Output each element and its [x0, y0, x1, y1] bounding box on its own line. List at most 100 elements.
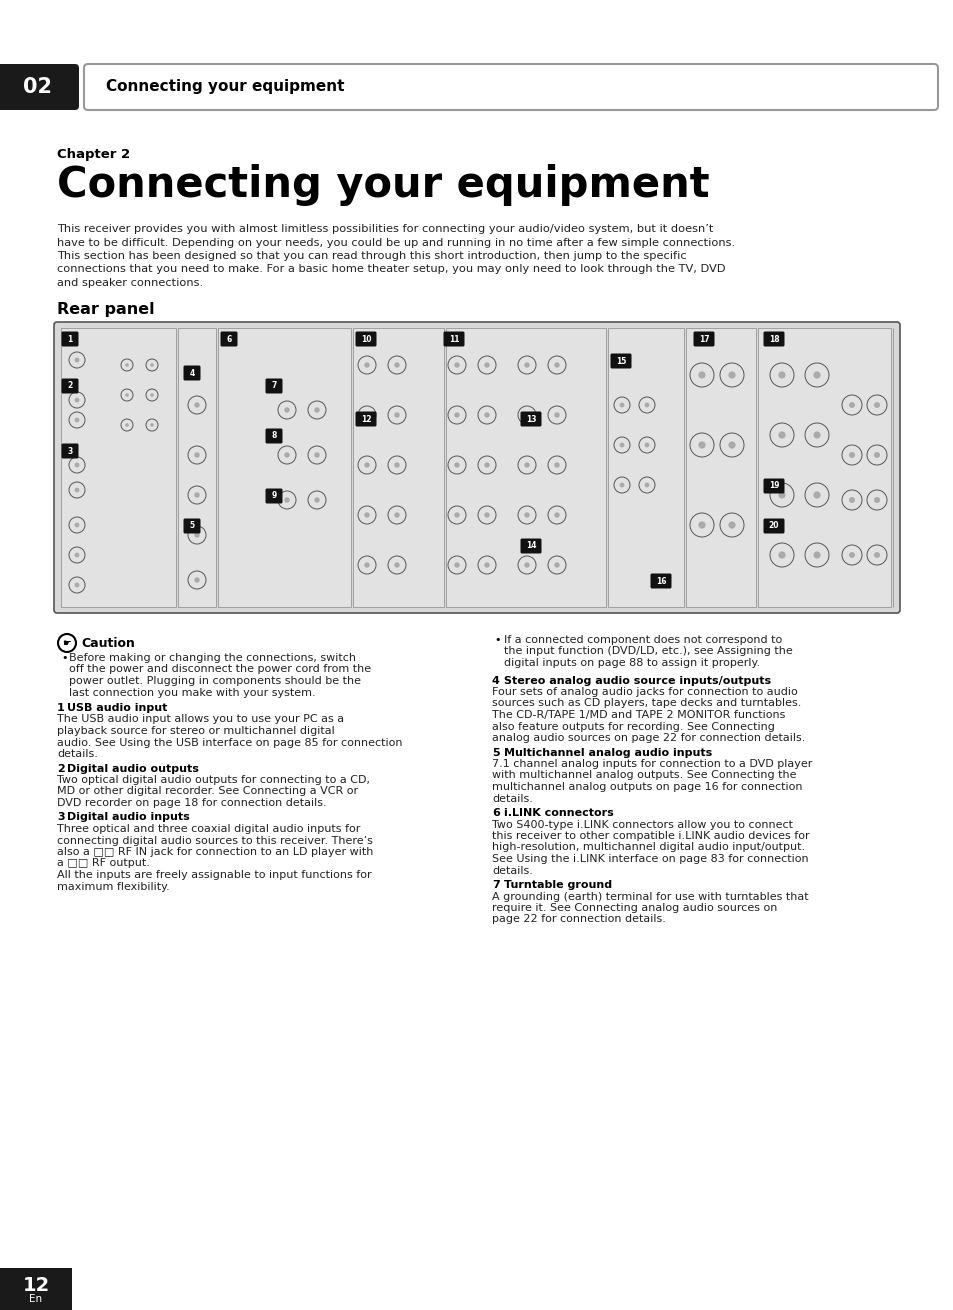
Circle shape: [618, 402, 624, 407]
FancyBboxPatch shape: [693, 331, 714, 347]
Text: i.LINK connectors: i.LINK connectors: [503, 808, 613, 817]
Circle shape: [778, 552, 784, 558]
FancyBboxPatch shape: [353, 328, 443, 607]
Circle shape: [314, 407, 319, 413]
Bar: [0, 1268, 71, 1310]
Circle shape: [778, 372, 784, 379]
Text: this receiver to other compatible i.LINK audio devices for: this receiver to other compatible i.LINK…: [492, 831, 809, 841]
Text: En: En: [30, 1294, 43, 1305]
Circle shape: [554, 363, 559, 368]
Circle shape: [74, 398, 79, 402]
Circle shape: [284, 407, 290, 413]
Circle shape: [194, 532, 199, 537]
Circle shape: [454, 413, 459, 418]
Text: Multichannel analog audio inputs: Multichannel analog audio inputs: [503, 748, 712, 757]
FancyBboxPatch shape: [84, 64, 937, 110]
Text: Two optical digital audio outputs for connecting to a CD,: Two optical digital audio outputs for co…: [57, 776, 370, 785]
Text: page 22 for connection details.: page 22 for connection details.: [492, 914, 665, 925]
Text: All the inputs are freely assignable to input functions for: All the inputs are freely assignable to …: [57, 870, 372, 880]
Text: audio. See Using the USB interface on page 85 for connection: audio. See Using the USB interface on pa…: [57, 738, 402, 748]
FancyBboxPatch shape: [265, 428, 282, 444]
Circle shape: [394, 512, 399, 517]
FancyBboxPatch shape: [520, 411, 541, 427]
Circle shape: [394, 562, 399, 567]
Circle shape: [728, 441, 735, 448]
Text: Stereo analog audio source inputs/outputs: Stereo analog audio source inputs/output…: [503, 676, 770, 685]
FancyBboxPatch shape: [178, 328, 215, 607]
FancyBboxPatch shape: [443, 331, 464, 347]
Text: 17: 17: [698, 334, 709, 343]
Circle shape: [813, 491, 820, 499]
Circle shape: [698, 521, 705, 529]
Circle shape: [644, 402, 649, 407]
Text: Rear panel: Rear panel: [57, 303, 154, 317]
Text: 18: 18: [768, 334, 779, 343]
Circle shape: [454, 462, 459, 468]
Text: See Using the i.LINK interface on page 83 for connection: See Using the i.LINK interface on page 8…: [492, 854, 808, 865]
Text: maximum flexibility.: maximum flexibility.: [57, 882, 170, 892]
Text: last connection you make with your system.: last connection you make with your syste…: [69, 688, 315, 697]
Circle shape: [394, 462, 399, 468]
Circle shape: [778, 431, 784, 439]
Text: 6: 6: [492, 808, 499, 817]
FancyBboxPatch shape: [446, 328, 605, 607]
FancyBboxPatch shape: [54, 322, 899, 613]
Text: 13: 13: [525, 414, 536, 423]
Text: multichannel analog outputs on page 16 for connection: multichannel analog outputs on page 16 f…: [492, 782, 801, 793]
Circle shape: [454, 363, 459, 368]
Text: ☛: ☛: [63, 638, 71, 648]
Text: 8: 8: [271, 431, 276, 440]
FancyBboxPatch shape: [607, 328, 683, 607]
Text: Four sets of analog audio jacks for connection to audio: Four sets of analog audio jacks for conn…: [492, 686, 797, 697]
Circle shape: [364, 562, 370, 567]
Circle shape: [848, 496, 854, 503]
Circle shape: [484, 512, 489, 517]
Text: 5: 5: [190, 521, 194, 531]
Circle shape: [873, 452, 879, 458]
Text: 15: 15: [616, 356, 625, 365]
FancyBboxPatch shape: [61, 331, 78, 347]
Circle shape: [74, 487, 79, 493]
Circle shape: [74, 358, 79, 363]
Text: 12: 12: [360, 414, 371, 423]
FancyBboxPatch shape: [218, 328, 351, 607]
Circle shape: [74, 523, 79, 528]
Circle shape: [848, 552, 854, 558]
Circle shape: [484, 363, 489, 368]
Text: This receiver provides you with almost limitless possibilities for connecting yo: This receiver provides you with almost l…: [57, 224, 713, 234]
Circle shape: [284, 452, 290, 457]
FancyBboxPatch shape: [0, 64, 79, 110]
Circle shape: [524, 413, 529, 418]
FancyBboxPatch shape: [520, 538, 541, 554]
Text: This section has been designed so that you can read through this short introduct: This section has been designed so that y…: [57, 252, 686, 261]
Text: details.: details.: [492, 794, 533, 803]
Circle shape: [618, 482, 624, 487]
Circle shape: [554, 462, 559, 468]
Text: and speaker connections.: and speaker connections.: [57, 278, 203, 288]
FancyBboxPatch shape: [758, 328, 890, 607]
Text: also a □□ RF IN jack for connection to an LD player with: also a □□ RF IN jack for connection to a…: [57, 848, 373, 857]
Text: power outlet. Plugging in components should be the: power outlet. Plugging in components sho…: [69, 676, 360, 686]
Circle shape: [644, 443, 649, 448]
Circle shape: [364, 363, 370, 368]
FancyBboxPatch shape: [265, 489, 282, 503]
Text: 02: 02: [23, 77, 52, 97]
FancyBboxPatch shape: [61, 444, 78, 458]
Text: Before making or changing the connections, switch: Before making or changing the connection…: [69, 652, 355, 663]
Circle shape: [848, 452, 854, 458]
Circle shape: [524, 512, 529, 517]
Text: have to be difficult. Depending on your needs, you could be up and running in no: have to be difficult. Depending on your …: [57, 237, 735, 248]
Text: 9: 9: [271, 491, 276, 500]
Circle shape: [74, 553, 79, 557]
Text: DVD recorder on page 18 for connection details.: DVD recorder on page 18 for connection d…: [57, 798, 326, 808]
Circle shape: [314, 498, 319, 503]
Circle shape: [778, 491, 784, 499]
Text: 4: 4: [190, 368, 194, 377]
Circle shape: [194, 402, 199, 407]
Text: 3: 3: [68, 447, 72, 456]
Text: •: •: [494, 635, 500, 645]
Circle shape: [194, 493, 199, 498]
FancyBboxPatch shape: [355, 331, 376, 347]
Text: Digital audio inputs: Digital audio inputs: [67, 812, 190, 823]
Text: 1: 1: [68, 334, 72, 343]
